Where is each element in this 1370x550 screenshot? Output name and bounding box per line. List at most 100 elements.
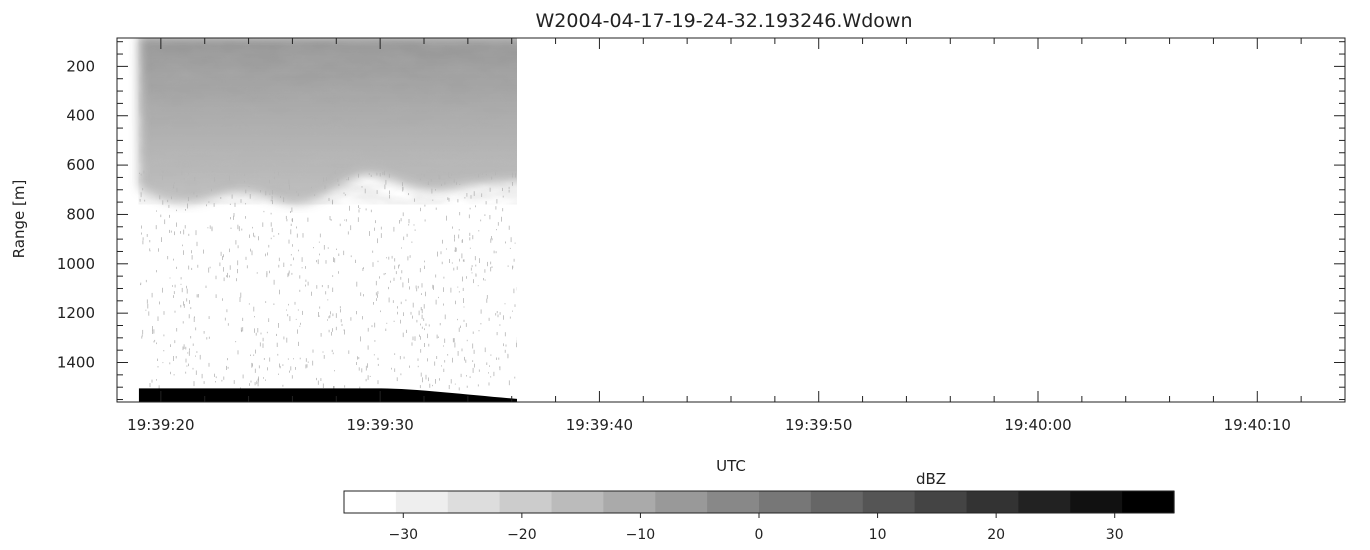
speckle-dot [189, 300, 190, 304]
speckle-dot [334, 258, 336, 263]
speckle-dot [356, 311, 357, 315]
speckle-dot [279, 365, 281, 369]
speckle-dot [446, 248, 447, 250]
colorbar-swatch [344, 491, 397, 513]
speckle-dot [509, 247, 511, 249]
speckle-dot [239, 297, 241, 302]
speckle-dot [223, 267, 224, 272]
speckle-dot [288, 303, 289, 306]
speckle-dot [529, 372, 530, 375]
speckle-dot [458, 234, 460, 239]
speckle-dot [538, 194, 539, 196]
speckle-dot [406, 233, 408, 237]
speckle-dot [195, 230, 197, 236]
speckle-dot [421, 293, 422, 295]
speckle-dot [490, 238, 492, 243]
speckle-dot [153, 340, 155, 343]
speckle-dot [486, 295, 488, 299]
speckle-dot [278, 257, 280, 262]
speckle-dot [469, 232, 471, 236]
speckle-dot [498, 357, 500, 360]
speckle-dot [374, 340, 376, 342]
speckle-dot [295, 318, 297, 320]
speckle-dot [512, 182, 513, 186]
speckle-dot [245, 203, 246, 205]
speckle-dot [236, 278, 237, 282]
speckle-dot [424, 204, 426, 207]
speckle-dot [162, 200, 164, 205]
speckle-dot [260, 332, 262, 335]
x-tick-label: 19:40:00 [1004, 416, 1071, 434]
speckle-dot [512, 265, 514, 269]
speckle-dot [469, 376, 471, 378]
speckle-dot [435, 207, 437, 210]
speckle-dot [324, 185, 326, 189]
x-tick-label: 19:39:40 [566, 416, 633, 434]
speckle-dot [493, 250, 495, 254]
speckle-dot [251, 250, 253, 256]
speckle-dot [428, 377, 429, 382]
speckle-dot [424, 343, 425, 347]
speckle-dot [299, 289, 301, 292]
speckle-dot [462, 259, 464, 262]
speckle-dot [248, 303, 250, 305]
speckle-dot [176, 328, 178, 332]
speckle-dot [454, 238, 455, 242]
speckle-dot [297, 309, 299, 311]
speckle-dot [453, 179, 455, 183]
speckle-dot [208, 201, 210, 203]
speckle-dot [164, 219, 166, 225]
speckle-dot [410, 311, 412, 315]
speckle-dot [333, 257, 334, 262]
speckle-dot [186, 365, 188, 367]
speckle-dot [412, 315, 413, 319]
speckle-dot [527, 276, 528, 279]
speckle-dot [368, 173, 370, 175]
speckle-dot [520, 366, 521, 369]
speckle-dot [364, 188, 366, 194]
colorbar-swatch [655, 491, 708, 513]
speckle-dot [420, 349, 422, 353]
speckle-dot [466, 276, 467, 279]
speckle-dot [433, 285, 434, 290]
speckle-dot [367, 375, 369, 380]
speckle-dot [370, 174, 372, 177]
speckle-dot [237, 260, 239, 266]
y-axis-label: Range [m] [10, 180, 28, 259]
speckle-dot [501, 216, 502, 222]
speckle-dot [254, 316, 255, 318]
speckle-dot [314, 194, 316, 196]
speckle-dot [369, 375, 371, 377]
speckle-dot [330, 219, 332, 221]
speckle-dot [488, 317, 490, 321]
speckle-dot [172, 285, 173, 287]
speckle-dot [312, 349, 314, 353]
speckle-dot [425, 291, 426, 297]
speckle-dot [399, 220, 400, 224]
speckle-dot [172, 187, 174, 189]
speckle-dot [469, 237, 471, 241]
speckle-dot [139, 172, 140, 174]
speckle-dot [205, 285, 207, 288]
speckle-dot [266, 331, 268, 334]
speckle-dot [361, 368, 363, 373]
speckle-dot [199, 354, 201, 360]
speckle-dot [488, 372, 489, 374]
speckle-dot [374, 227, 375, 231]
speckle-dot [203, 249, 204, 254]
speckle-dot [278, 233, 280, 235]
y-axis: 200 400 600 800 1000 1200 1400 [57, 41, 1345, 401]
speckle-dot [327, 285, 329, 289]
speckle-dot [466, 193, 468, 197]
speckle-dot [390, 280, 391, 283]
speckle-dot [181, 170, 183, 176]
speckle-dot [434, 361, 436, 366]
speckle-dot [258, 236, 259, 241]
speckle-dot [255, 349, 256, 354]
speckle-dot [473, 279, 474, 284]
speckle-dot [192, 343, 194, 346]
speckle-dot [335, 326, 337, 331]
speckle-dot [393, 226, 395, 232]
speckle-dot [359, 207, 361, 209]
speckle-dot [495, 251, 497, 254]
